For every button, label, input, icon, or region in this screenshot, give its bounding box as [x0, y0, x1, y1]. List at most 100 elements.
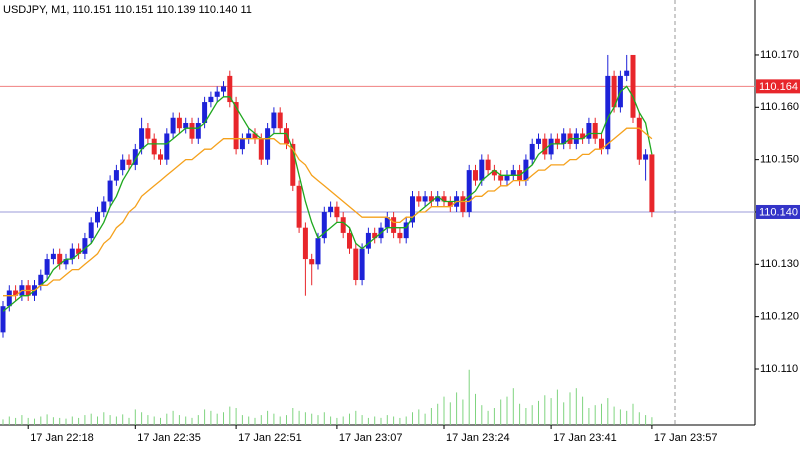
- candle-body: [403, 222, 409, 239]
- candle-body: [340, 217, 346, 233]
- candle-body: [410, 196, 415, 223]
- y-tick-label: 110.160: [760, 101, 799, 113]
- candle-body: [321, 211, 327, 239]
- x-tick-label: 17 Jan 23:07: [339, 432, 403, 444]
- moving-average: [2, 85, 653, 312]
- candle-body: [479, 159, 485, 181]
- candle-body: [151, 138, 157, 155]
- x-tick-label: 17 Jan 23:24: [446, 432, 510, 444]
- y-tick-label: 110.120: [760, 311, 799, 323]
- candle-body: [548, 138, 554, 155]
- candle-body: [302, 227, 308, 260]
- x-tick-label: 17 Jan 23:57: [654, 432, 718, 444]
- candle-body: [447, 201, 453, 207]
- price-label: 110.140: [759, 206, 798, 218]
- candle-body: [214, 91, 220, 97]
- candle-body: [315, 238, 321, 265]
- candle-body: [202, 102, 208, 123]
- candle-body: [284, 128, 289, 144]
- candle-body: [208, 96, 214, 103]
- y-tick-label: 110.130: [760, 258, 799, 270]
- candle-body: [258, 138, 264, 160]
- candle-body: [391, 217, 397, 233]
- price-label-box: [756, 204, 800, 219]
- candle-body: [580, 133, 586, 139]
- candle-body: [441, 196, 447, 202]
- candle-body: [164, 133, 170, 160]
- candle-body: [38, 274, 44, 286]
- candle-body: [498, 175, 504, 181]
- x-tick-label: 17 Jan 23:41: [553, 432, 617, 444]
- x-tick-label: 17 Jan 22:18: [30, 432, 94, 444]
- chart-title: USDJPY, M1, 110.151 110.151 110.139 110.…: [3, 4, 252, 16]
- candle-body: [504, 175, 510, 181]
- moving-average: [3, 127, 653, 297]
- candle-body: [252, 133, 258, 139]
- candle-body: [233, 102, 239, 150]
- candle-body: [296, 185, 302, 228]
- candle-body: [649, 154, 655, 212]
- candle-body: [101, 201, 107, 212]
- candle-body: [189, 122, 195, 139]
- candle-body: [365, 232, 371, 249]
- candle-body: [227, 75, 233, 103]
- candle-body: [586, 122, 592, 139]
- candle-body: [6, 290, 12, 307]
- candle-body: [359, 248, 365, 281]
- candle-body: [328, 206, 334, 212]
- candle-body: [605, 75, 611, 150]
- candle-body: [126, 159, 132, 165]
- price-label-box: [756, 79, 800, 94]
- y-tick-label: 110.110: [760, 363, 798, 375]
- candle-body: [176, 117, 182, 129]
- x-tick-label: 17 Jan 22:35: [137, 432, 201, 444]
- candle-body: [57, 253, 63, 265]
- candle-body: [397, 232, 403, 239]
- candle-body: [460, 196, 466, 212]
- candle-body: [88, 222, 94, 239]
- candle-body: [422, 196, 428, 202]
- candle-body: [485, 159, 491, 171]
- candle-body: [69, 248, 75, 260]
- candle-body: [13, 290, 19, 296]
- candle-body: [561, 133, 567, 144]
- candle-body: [82, 238, 88, 254]
- candle-body: [372, 232, 378, 239]
- candle-body: [347, 232, 352, 249]
- candle-body: [63, 259, 69, 265]
- candle-body: [491, 170, 497, 176]
- candle-body: [599, 138, 604, 150]
- candle-body: [44, 259, 50, 275]
- candle-body: [76, 248, 82, 254]
- candle-body: [334, 206, 340, 218]
- candle-body: [145, 128, 151, 139]
- candle-body: [158, 154, 163, 160]
- candle-body: [643, 154, 649, 160]
- candle-body: [510, 170, 516, 176]
- candle-body: [170, 117, 176, 134]
- candle-body: [50, 253, 56, 260]
- x-tick-label: 17 Jan 22:51: [238, 432, 302, 444]
- candle-body: [592, 122, 598, 139]
- candle-body: [536, 138, 541, 144]
- candle-body: [611, 75, 617, 108]
- candle-body: [630, 54, 636, 118]
- candle-body: [107, 180, 113, 202]
- candle-body: [0, 306, 6, 333]
- candle-body: [290, 143, 296, 186]
- candle-body: [221, 86, 226, 92]
- y-tick-label: 110.150: [760, 154, 799, 166]
- candle-body: [113, 170, 119, 181]
- candle-body: [353, 248, 359, 281]
- candle-body: [466, 170, 472, 212]
- candle-body: [277, 112, 283, 129]
- candle-body: [624, 70, 630, 76]
- candle-body: [265, 128, 271, 160]
- candle-body: [120, 159, 126, 171]
- candle-body: [473, 170, 478, 181]
- price-label: 110.164: [759, 81, 798, 93]
- candle-body: [95, 211, 100, 223]
- candle-body: [195, 122, 201, 139]
